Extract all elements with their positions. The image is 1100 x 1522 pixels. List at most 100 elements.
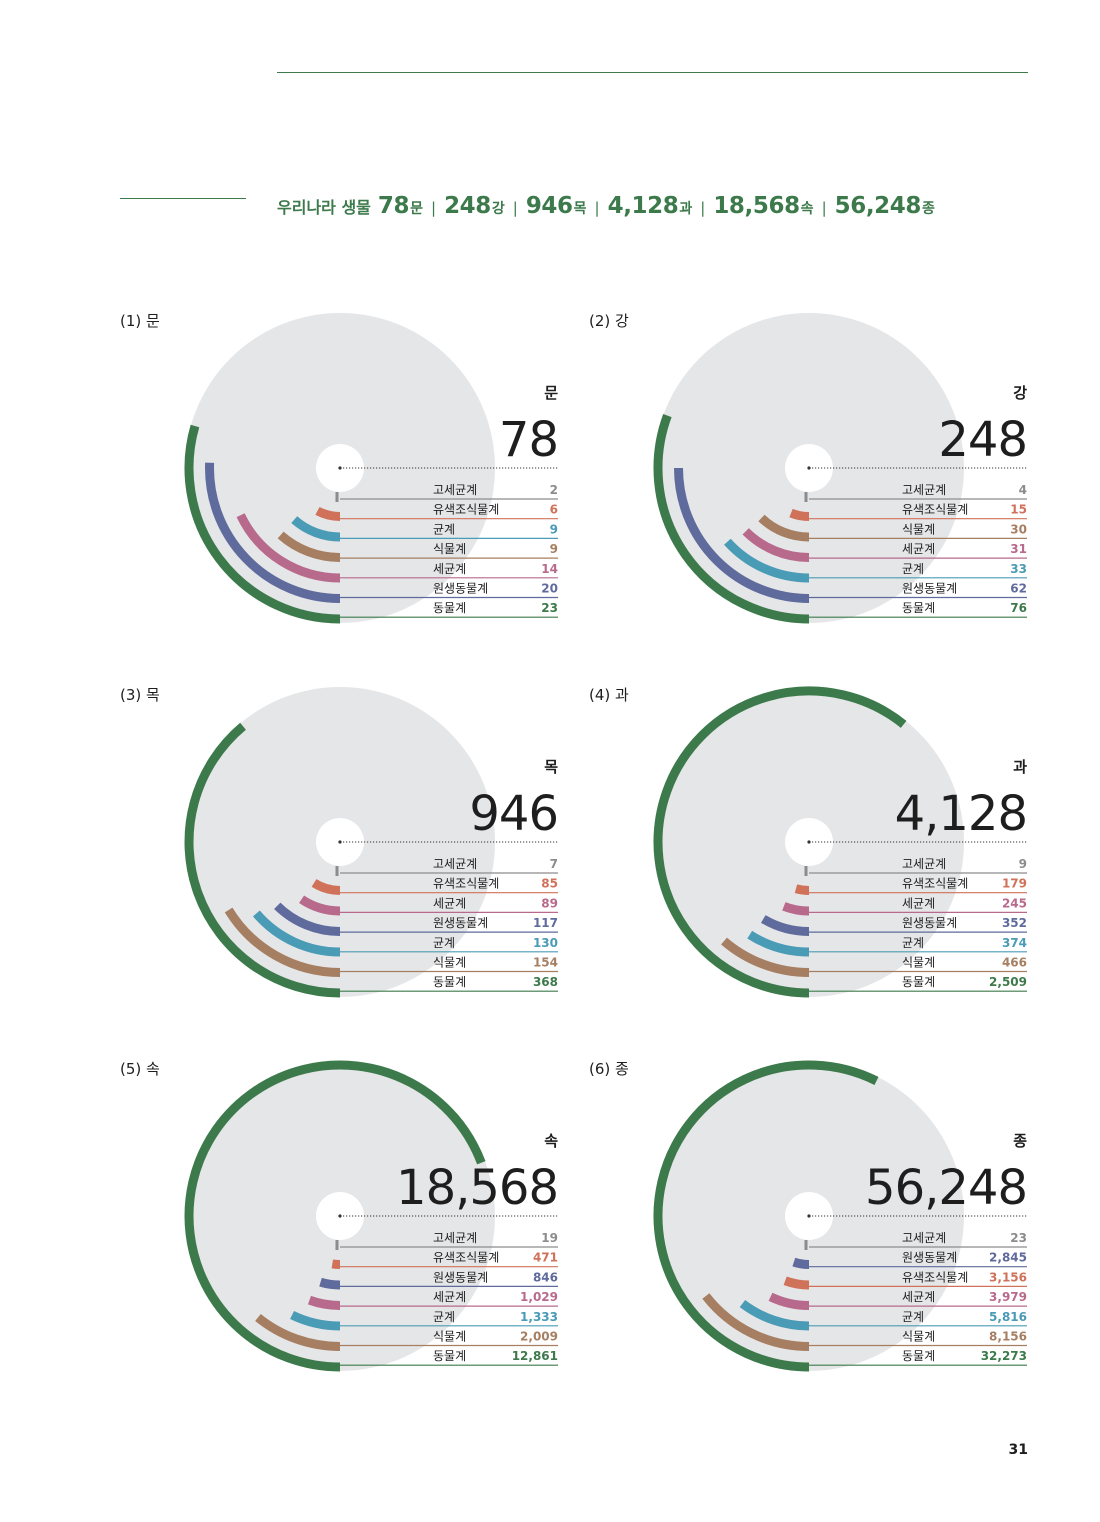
summary-value: 4,128 [607, 193, 679, 219]
legend-value: 32,273 [981, 1349, 1027, 1363]
legend-label: 고세균계 [433, 483, 477, 497]
legend-value: 8,156 [989, 1330, 1027, 1344]
arc-동물계 [184, 424, 341, 624]
legend-value: 3,979 [989, 1290, 1027, 1304]
arc-유색조식물계 [783, 1276, 810, 1290]
summary-separator: | [700, 199, 706, 217]
legend-label: 균계 [433, 522, 455, 536]
legend-value: 33 [1010, 562, 1027, 576]
arc-균계 [739, 1299, 810, 1331]
section-rule [120, 198, 246, 199]
legend-label: 세균계 [433, 896, 466, 910]
legend-label: 유색조식물계 [902, 877, 968, 891]
legend-label: 원생동물계 [902, 1251, 957, 1265]
legend-label: 균계 [433, 936, 455, 950]
legend-value: 76 [1010, 601, 1027, 615]
legend-value: 14 [541, 562, 558, 576]
arc-균계 [291, 516, 341, 542]
page-number: 31 [1008, 1442, 1028, 1458]
legend-value: 245 [1002, 896, 1027, 910]
summary-line: 우리나라 생물 78 문 | 248 강 | 946 목 | 4,128 과 | 18,568 속 | 56,… [277, 193, 935, 229]
leader-dot [807, 466, 811, 470]
legend-label: 세균계 [433, 1290, 466, 1304]
arc-식물계 [255, 1313, 341, 1351]
arc-동물계 [653, 414, 810, 624]
legend-value: 62 [1010, 582, 1027, 596]
summary-value: 18,568 [713, 193, 800, 219]
legend-value: 2,845 [989, 1251, 1027, 1265]
summary-separator: | [594, 199, 600, 217]
panel-label: (2) 강 [589, 312, 629, 330]
arc-세균계 [299, 895, 341, 916]
total-value: 18,568 [396, 1160, 558, 1216]
legend-label: 유색조식물계 [902, 503, 968, 517]
legend-value: 7 [550, 857, 558, 871]
top-rule [277, 72, 1028, 73]
arc-원생동물계 [274, 902, 341, 936]
arc-세균계 [742, 528, 810, 562]
radial-chart: 과 4,128 고세균계 9 유색조식물계 179 세균계 245 원생동물계 352 균계 374 식… [653, 686, 1028, 998]
summary-value: 248 [444, 193, 491, 219]
legend-label: 동물계 [433, 1349, 466, 1363]
legend-label: 원생동물계 [433, 1270, 488, 1284]
legend-label: 식물계 [433, 542, 466, 556]
arc-균계 [252, 910, 341, 957]
legend-value: 19 [541, 1231, 558, 1245]
legend-label: 고세균계 [902, 483, 946, 497]
panel-label: (1) 문 [120, 312, 160, 330]
legend-label: 유색조식물계 [433, 503, 499, 517]
legend-value: 2,509 [989, 975, 1027, 989]
legend-label: 세균계 [433, 562, 466, 576]
rank-label: 목 [544, 758, 558, 776]
legend-label: 원생동물계 [433, 916, 488, 930]
panel-label: (5) 속 [120, 1060, 160, 1078]
legend-label: 원생동물계 [433, 582, 488, 596]
panel-label: (3) 목 [120, 686, 160, 704]
summary-value: 78 [377, 193, 410, 219]
legend-value: 89 [541, 896, 558, 910]
legend-label: 식물계 [902, 956, 935, 970]
arc-원생동물계 [792, 1257, 810, 1269]
legend-label: 동물계 [902, 975, 935, 989]
arc-식물계 [224, 907, 341, 977]
total-value: 946 [469, 786, 558, 842]
legend-label: 균계 [902, 1310, 924, 1324]
legend-label: 세균계 [902, 542, 935, 556]
arc-동물계 [184, 1060, 486, 1372]
legend-value: 9 [550, 542, 558, 556]
rank-label: 과 [1013, 758, 1027, 776]
legend-value: 30 [1010, 522, 1027, 536]
arc-균계 [747, 930, 810, 957]
legend-value: 154 [533, 956, 558, 970]
radial-chart: 속 18,568 고세균계 19 유색조식물계 471 원생동물계 846 세균계 1,029 균계… [184, 1060, 559, 1372]
total-value: 56,248 [865, 1160, 1027, 1216]
legend-value: 1,333 [520, 1310, 558, 1324]
leader-dot [338, 840, 342, 844]
leader-dot [807, 840, 811, 844]
leader-dot [338, 466, 342, 470]
legend-label: 동물계 [433, 975, 466, 989]
legend-value: 117 [533, 916, 558, 930]
legend-label: 균계 [433, 1310, 455, 1324]
legend-label: 원생동물계 [902, 916, 957, 930]
panel-label: (6) 종 [589, 1060, 629, 1078]
summary-unit: 과 [679, 201, 693, 217]
arc-동물계 [653, 686, 907, 998]
arc-원생동물계 [761, 915, 810, 936]
arc-세균계 [307, 1295, 341, 1310]
rank-label: 속 [544, 1132, 558, 1150]
legend-value: 2 [550, 483, 558, 497]
arc-원생동물계 [319, 1277, 341, 1290]
rank-label: 강 [1013, 384, 1027, 402]
summary-unit: 속 [800, 201, 814, 217]
summary-separator: | [512, 199, 518, 217]
total-value: 248 [938, 412, 1027, 468]
arc-세균계 [782, 902, 810, 916]
legend-label: 고세균계 [433, 1231, 477, 1245]
summary-separator: | [821, 199, 827, 217]
legend-value: 20 [541, 582, 558, 596]
summary-value: 946 [525, 193, 573, 219]
legend-value: 471 [533, 1251, 558, 1265]
legend-label: 고세균계 [902, 1231, 946, 1245]
leader-dot [807, 1214, 811, 1218]
